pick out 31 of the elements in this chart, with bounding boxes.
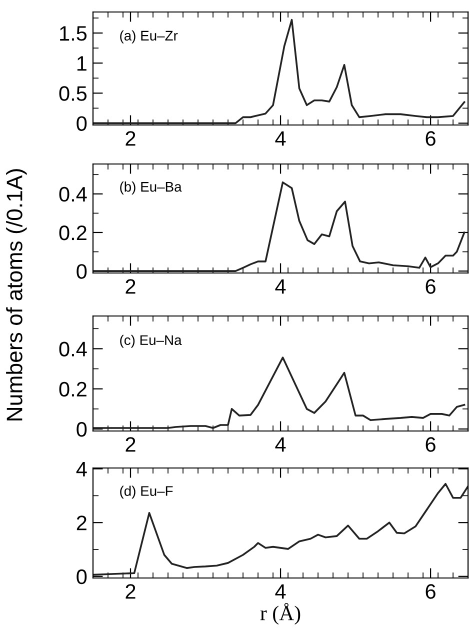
y-tick-label: 4 [76, 462, 87, 476]
y-tick-label: 1 [77, 56, 86, 71]
annotation: (a) Eu–Zr [120, 30, 178, 44]
y-tick-label: 0 [76, 569, 87, 584]
y-tick-label: 0.5 [59, 86, 87, 101]
x-tick-label: 2 [126, 279, 136, 294]
y-tick-label: 0 [76, 422, 87, 437]
x-tick-label: 6 [426, 437, 436, 452]
annotation: (c) Eu–Na [120, 334, 182, 348]
x-tick-label: 4 [275, 437, 286, 452]
x-tick-label: 2 [126, 437, 136, 452]
y-tick-label: 0 [76, 264, 87, 279]
x-tick-label: 4 [275, 584, 286, 599]
y-tick-label: 0.2 [59, 225, 86, 240]
y-axis-title: Numbers of atoms (/0.1A) [6, 169, 27, 420]
x-axis-title: r (Å) [260, 602, 300, 625]
y-tick-label: 0.4 [59, 186, 87, 202]
y-tick-label: 0.2 [59, 382, 86, 397]
x-tick-label: 6 [426, 584, 436, 599]
y-tick-label: 1.5 [60, 26, 87, 41]
x-tick-label: 6 [426, 131, 436, 146]
x-tick-label: 4 [275, 279, 286, 294]
x-tick-label: 2 [126, 584, 136, 599]
annotation: (d) Eu–F [120, 486, 173, 499]
y-tick-label: 2 [76, 516, 86, 530]
x-tick-label: 4 [275, 131, 286, 146]
y-tick-label: 0.4 [59, 342, 87, 356]
x-tick-label: 2 [126, 131, 136, 146]
annotation: (b) Eu–Ba [120, 182, 182, 194]
y-tick-label: 0 [76, 116, 87, 131]
x-tick-label: 6 [426, 279, 436, 294]
